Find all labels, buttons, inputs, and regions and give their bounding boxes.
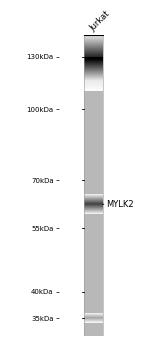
Bar [84, 208, 103, 209]
Bar [84, 43, 103, 44]
Bar [84, 314, 103, 315]
Bar [84, 202, 103, 203]
Bar [84, 70, 103, 71]
Bar [84, 88, 103, 89]
Bar [84, 78, 103, 79]
Bar [84, 62, 103, 63]
Bar [84, 201, 103, 202]
Bar [84, 42, 103, 43]
Bar [84, 194, 103, 195]
Bar [84, 315, 103, 316]
Text: MYLK2: MYLK2 [103, 200, 134, 209]
Bar [84, 36, 103, 37]
Bar [84, 66, 103, 67]
Bar [84, 82, 103, 83]
Bar [84, 198, 103, 199]
Bar [84, 44, 103, 45]
Bar [84, 60, 103, 61]
Bar [84, 209, 103, 210]
Bar [84, 56, 103, 57]
Bar [84, 69, 103, 70]
Bar [84, 320, 103, 321]
Bar [84, 39, 103, 40]
Bar [84, 89, 103, 90]
Bar [84, 35, 103, 336]
Bar [84, 68, 103, 69]
Bar [84, 83, 103, 84]
Bar [84, 61, 103, 62]
Bar [84, 200, 103, 201]
Bar [84, 206, 103, 207]
Bar [84, 50, 103, 51]
Bar [84, 73, 103, 74]
Bar [84, 55, 103, 56]
Bar [84, 207, 103, 208]
Bar [84, 64, 103, 65]
Bar [84, 90, 103, 91]
Text: Jurkat: Jurkat [88, 9, 111, 33]
Bar [84, 317, 103, 318]
Bar [84, 203, 103, 204]
Bar [84, 37, 103, 38]
Bar [84, 210, 103, 211]
Bar [84, 72, 103, 73]
Bar [84, 75, 103, 76]
Bar [84, 53, 103, 54]
Bar [84, 63, 103, 64]
Bar [84, 38, 103, 39]
Bar [84, 45, 103, 46]
Bar [84, 77, 103, 78]
Bar [84, 322, 103, 323]
Bar [84, 212, 103, 213]
Bar [84, 316, 103, 317]
Bar [84, 80, 103, 81]
Bar [84, 214, 103, 215]
Bar [84, 41, 103, 42]
Bar [84, 197, 103, 198]
Bar [84, 67, 103, 68]
Bar [84, 40, 103, 41]
Bar [84, 35, 103, 36]
Bar [84, 211, 103, 212]
Bar [84, 199, 103, 200]
Bar [84, 49, 103, 50]
Bar [84, 318, 103, 319]
Bar [84, 84, 103, 85]
Bar [84, 319, 103, 320]
Bar [84, 59, 103, 60]
Bar [84, 65, 103, 66]
Bar [84, 204, 103, 205]
Bar [84, 205, 103, 206]
Bar [84, 87, 103, 88]
Bar [84, 86, 103, 87]
Bar [84, 52, 103, 53]
Bar [84, 48, 103, 49]
Bar [84, 76, 103, 77]
Bar [84, 196, 103, 197]
Bar [84, 313, 103, 314]
Bar [84, 85, 103, 86]
Bar [84, 51, 103, 52]
Bar [84, 58, 103, 59]
Bar [84, 71, 103, 72]
Bar [84, 47, 103, 48]
Bar [84, 46, 103, 47]
Bar [84, 195, 103, 196]
Bar [84, 321, 103, 322]
Bar [84, 54, 103, 55]
Bar [84, 81, 103, 82]
Bar [84, 57, 103, 58]
Bar [84, 79, 103, 80]
Bar [84, 74, 103, 75]
